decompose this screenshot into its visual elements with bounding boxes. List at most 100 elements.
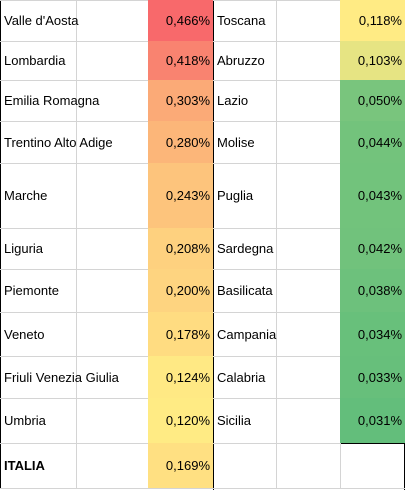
right-region-cell[interactable]: Puglia <box>213 163 340 228</box>
left-value-cell[interactable]: 0,280% <box>148 121 213 163</box>
left-region-cell-text: Umbria <box>4 413 46 428</box>
left-region-cell-text: Emilia Romagna <box>4 93 100 108</box>
right-value-cell-text: 0,034% <box>357 326 402 342</box>
grid-line <box>0 121 148 122</box>
left-value-cell-text: 0,124% <box>165 369 210 385</box>
grid-line <box>213 163 340 164</box>
left-region-cell-text: Veneto <box>4 326 45 342</box>
grid-line <box>0 0 1 488</box>
right-value-cell[interactable]: 0,043% <box>340 163 405 228</box>
left-value-cell[interactable]: 0,243% <box>148 163 213 228</box>
grid-line <box>0 488 405 489</box>
grid-line <box>0 41 148 42</box>
right-region-cell[interactable]: Molise <box>213 121 340 163</box>
right-region-cell[interactable]: Campania <box>213 312 340 356</box>
left-region-cell[interactable]: Valle d'Aosta <box>0 0 148 41</box>
left-region-cell-text: Marche <box>4 188 48 203</box>
left-region-cell[interactable]: Lombardia <box>0 41 148 80</box>
total-value-cell[interactable]: 0,169% <box>148 443 213 488</box>
left-region-cell[interactable]: Umbria <box>0 398 148 443</box>
grid-line <box>0 443 148 444</box>
right-region-cell[interactable]: Lazio <box>213 80 340 121</box>
grid-line <box>213 443 340 444</box>
right-value-cell[interactable]: 0,042% <box>340 228 405 269</box>
left-value-cell-text: 0,120% <box>165 413 210 428</box>
grid-line <box>0 163 148 164</box>
left-region-cell-text: Valle d'Aosta <box>4 13 79 28</box>
total-region-cell-text: ITALIA <box>4 458 45 473</box>
right-region-cell[interactable]: Basilicata <box>213 269 340 312</box>
right-region-cell[interactable]: Sardegna <box>213 228 340 269</box>
left-region-cell[interactable]: Liguria <box>0 228 148 269</box>
left-region-cell[interactable]: Trentino Alto Adige <box>0 121 148 163</box>
right-value-cell[interactable]: 0,034% <box>340 312 405 356</box>
right-value-cell[interactable]: 0,044% <box>340 121 405 163</box>
left-value-cell-text: 0,200% <box>165 283 210 298</box>
left-region-cell-text: Trentino Alto Adige <box>4 134 113 150</box>
left-region-cell[interactable]: Piemonte <box>0 269 148 312</box>
right-value-cell[interactable]: 0,038% <box>340 269 405 312</box>
left-value-cell[interactable]: 0,178% <box>148 312 213 356</box>
left-value-cell[interactable]: 0,418% <box>148 41 213 80</box>
grid-line <box>0 398 148 399</box>
left-value-cell-text: 0,418% <box>165 53 210 68</box>
left-value-cell[interactable]: 0,303% <box>148 80 213 121</box>
right-region-cell-text: Basilicata <box>217 283 273 298</box>
left-region-cell[interactable]: Marche <box>0 163 148 228</box>
grid-line <box>213 398 340 399</box>
right-value-cell-text: 0,044% <box>357 134 402 150</box>
grid-line <box>213 80 340 81</box>
right-region-cell-text: Calabria <box>217 369 266 385</box>
right-value-cell[interactable]: 0,118% <box>340 0 405 41</box>
right-region-cell[interactable]: Sicilia <box>213 398 340 443</box>
right-region-cell-text: Sardegna <box>217 241 274 256</box>
right-region-cell-text: Sicilia <box>217 413 251 428</box>
left-value-cell[interactable]: 0,200% <box>148 269 213 312</box>
left-value-cell[interactable]: 0,208% <box>148 228 213 269</box>
right-region-cell-text: Abruzzo <box>217 53 265 68</box>
grid-line <box>213 41 340 42</box>
right-value-cell-text: 0,038% <box>357 283 402 298</box>
total-value-cell-text: 0,169% <box>165 458 210 473</box>
left-value-cell-text: 0,303% <box>165 93 210 108</box>
grid-line <box>213 312 340 313</box>
left-region-cell[interactable]: Veneto <box>0 312 148 356</box>
right-region-cell[interactable]: Toscana <box>213 0 340 41</box>
right-region-cell[interactable]: Calabria <box>213 356 340 398</box>
right-value-cell-text: 0,050% <box>357 93 402 108</box>
grid-line <box>213 121 340 122</box>
grid-line <box>0 312 148 313</box>
right-value-cell-text: 0,103% <box>357 53 402 68</box>
right-region-cell-text: Toscana <box>217 13 266 28</box>
left-value-cell[interactable]: 0,120% <box>148 398 213 443</box>
left-region-cell-text: Liguria <box>4 241 44 256</box>
grid-line <box>76 0 77 488</box>
right-value-cell[interactable]: 0,033% <box>340 356 405 398</box>
grid-line <box>0 269 148 270</box>
right-value-cell-text: 0,043% <box>357 188 402 203</box>
left-value-cell[interactable]: 0,466% <box>148 0 213 41</box>
right-value-cell-text: 0,033% <box>357 369 402 385</box>
left-region-cell[interactable]: Emilia Romagna <box>0 80 148 121</box>
left-value-cell-text: 0,243% <box>165 188 210 203</box>
grid-line <box>213 0 340 1</box>
left-value-cell-text: 0,280% <box>165 134 210 150</box>
right-region-cell-text: Molise <box>217 134 255 150</box>
right-value-cell-text: 0,031% <box>357 413 402 428</box>
grid-line <box>213 228 340 229</box>
right-region-cell[interactable]: Abruzzo <box>213 41 340 80</box>
right-value-cell[interactable]: 0,031% <box>340 398 405 443</box>
grid-line <box>0 356 148 357</box>
total-region-cell[interactable]: ITALIA <box>0 443 148 488</box>
grid-line <box>0 0 148 1</box>
left-value-cell-text: 0,208% <box>165 241 210 256</box>
left-value-cell[interactable]: 0,124% <box>148 356 213 398</box>
left-region-cell[interactable]: Friuli Venezia Giulia <box>0 356 148 398</box>
right-value-cell[interactable]: 0,050% <box>340 80 405 121</box>
right-value-cell[interactable]: 0,103% <box>340 41 405 80</box>
left-value-cell-text: 0,178% <box>165 326 210 342</box>
grid-line <box>0 80 148 81</box>
right-region-cell-text: Campania <box>217 326 277 342</box>
left-region-cell-text: Friuli Venezia Giulia <box>4 369 119 385</box>
